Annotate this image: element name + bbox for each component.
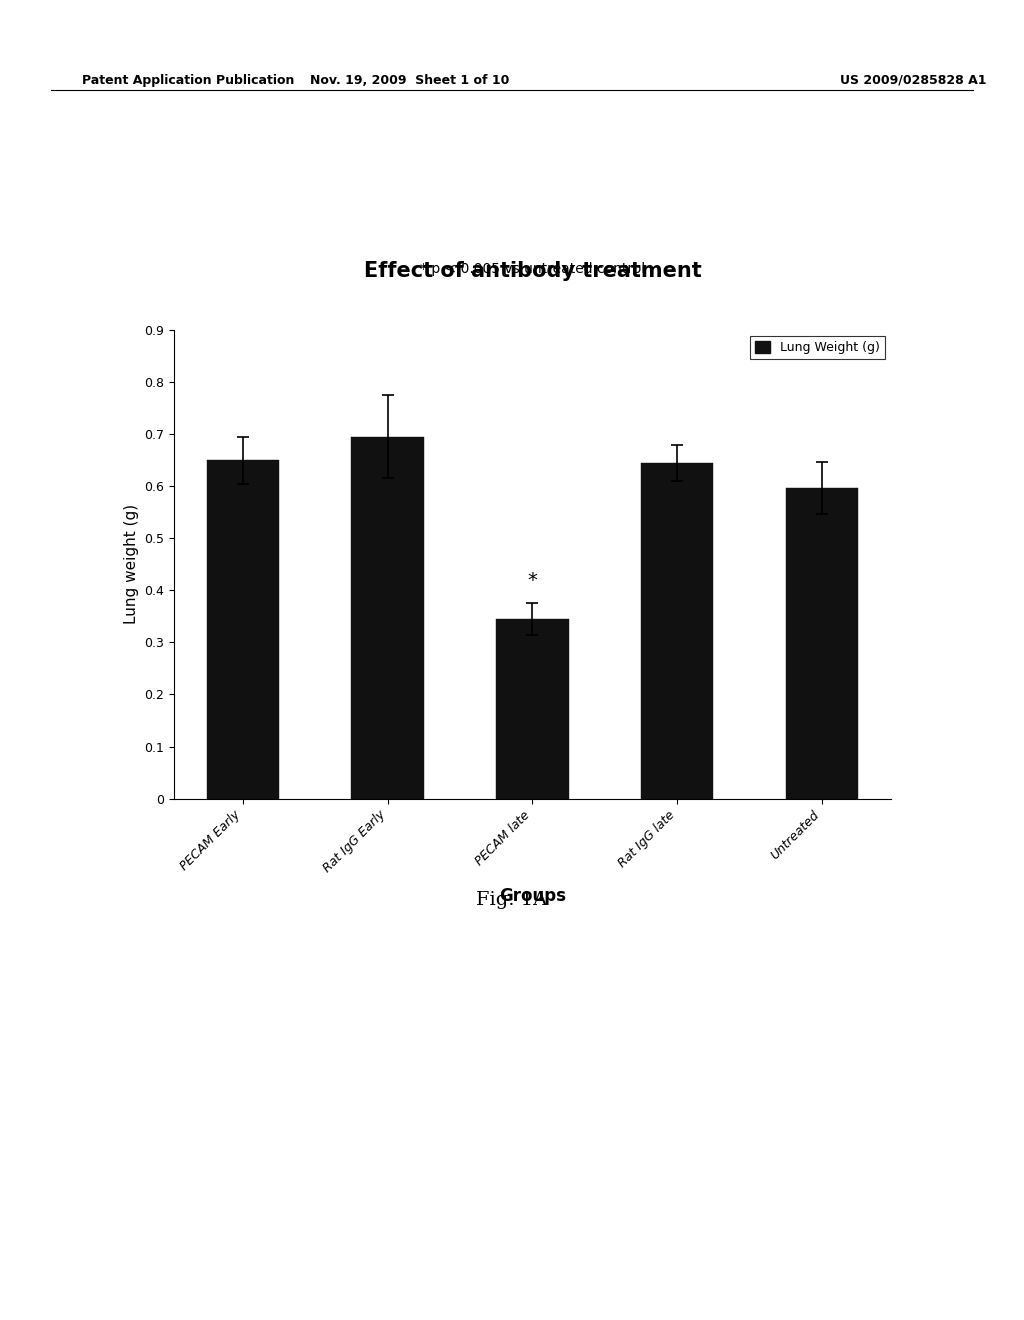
Text: US 2009/0285828 A1: US 2009/0285828 A1 xyxy=(840,74,986,87)
Legend: Lung Weight (g): Lung Weight (g) xyxy=(750,337,885,359)
X-axis label: Groups: Groups xyxy=(499,887,566,904)
Bar xyxy=(207,461,280,799)
Text: *: * xyxy=(527,572,538,590)
Text: Patent Application Publication: Patent Application Publication xyxy=(82,74,294,87)
Text: Nov. 19, 2009  Sheet 1 of 10: Nov. 19, 2009 Sheet 1 of 10 xyxy=(310,74,509,87)
Bar xyxy=(497,619,568,799)
Bar xyxy=(351,437,424,799)
Bar xyxy=(641,463,714,799)
Bar xyxy=(785,488,858,799)
Text: * p < 0.005 vs untreated control: * p < 0.005 vs untreated control xyxy=(420,263,645,276)
Text: Fig. 1A: Fig. 1A xyxy=(476,891,548,909)
Y-axis label: Lung weight (g): Lung weight (g) xyxy=(124,504,139,624)
Title: Effect of antibody treatment: Effect of antibody treatment xyxy=(364,261,701,281)
